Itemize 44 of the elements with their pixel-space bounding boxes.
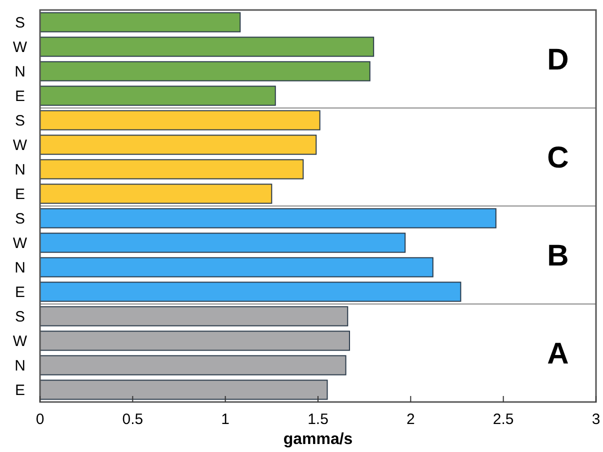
x-tick-label: 1.5 bbox=[308, 411, 328, 428]
y-tick-label: S bbox=[14, 308, 26, 326]
x-tick-label: 1 bbox=[221, 411, 230, 428]
bar bbox=[40, 306, 348, 326]
bar bbox=[40, 380, 328, 400]
y-tick-label: N bbox=[14, 358, 26, 374]
x-tick-label: 2 bbox=[406, 411, 415, 428]
bar bbox=[40, 184, 272, 204]
bar bbox=[40, 134, 317, 155]
bar bbox=[40, 232, 406, 253]
y-tick-label: N bbox=[14, 260, 26, 276]
bar bbox=[40, 110, 320, 130]
bar bbox=[40, 355, 346, 376]
bar bbox=[40, 61, 370, 82]
y-tick-label: W bbox=[12, 235, 28, 252]
y-tick-label: W bbox=[12, 333, 28, 350]
annotation: D bbox=[547, 44, 569, 76]
bar bbox=[40, 12, 241, 32]
y-tick-label: N bbox=[14, 162, 26, 178]
y-tick-label: W bbox=[12, 137, 28, 154]
bar bbox=[40, 282, 462, 302]
y-tick-label: E bbox=[14, 186, 26, 203]
y-tick-label: N bbox=[14, 64, 26, 80]
bar bbox=[40, 208, 496, 228]
y-tick-label: E bbox=[14, 88, 26, 105]
x-tick-label: 0.5 bbox=[122, 411, 144, 428]
y-tick-label: W bbox=[12, 39, 28, 56]
y-tick-label: S bbox=[14, 14, 26, 32]
x-tick-label: 2.5 bbox=[492, 411, 514, 428]
annotation: C bbox=[547, 142, 569, 174]
y-tick-label: S bbox=[14, 210, 26, 228]
bar bbox=[40, 36, 374, 57]
y-tick-label: E bbox=[14, 284, 26, 301]
y-tick-label: S bbox=[14, 112, 26, 130]
bar bbox=[40, 86, 276, 106]
bar bbox=[40, 257, 434, 278]
x-axis-title: gamma/s bbox=[283, 431, 353, 448]
x-tick-label: 0 bbox=[36, 411, 44, 428]
annotation: A bbox=[547, 338, 569, 370]
bar bbox=[40, 330, 350, 351]
annotation: B bbox=[547, 240, 569, 272]
bar bbox=[40, 159, 304, 180]
y-tick-label: E bbox=[14, 382, 26, 399]
x-tick-label: 3 bbox=[592, 411, 600, 428]
